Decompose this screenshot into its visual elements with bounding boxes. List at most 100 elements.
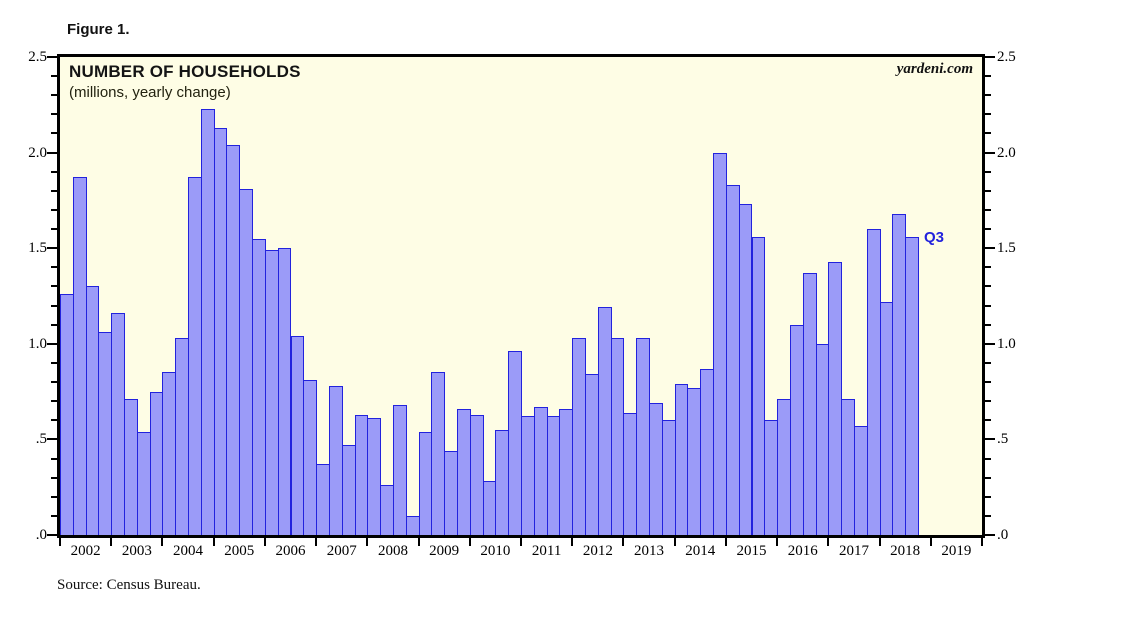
chart-title: NUMBER OF HOUSEHOLDS <box>69 62 301 81</box>
x-axis-label-2010: 2010 <box>480 543 511 559</box>
bar-2008-Q3 <box>392 404 407 535</box>
x-axis-year-tick <box>366 538 369 546</box>
bar-2003-Q3 <box>136 431 151 535</box>
x-axis-year-tick <box>673 538 676 546</box>
bar-2008-Q2 <box>380 485 394 535</box>
x-axis-label-2003: 2003 <box>121 543 152 559</box>
bar-2003-Q1 <box>111 313 126 535</box>
y-axis-minor-tick-left <box>51 457 57 460</box>
bar-2005-Q4 <box>252 238 266 535</box>
bar-2003-Q2 <box>124 399 138 535</box>
bar-2006-Q1 <box>264 250 279 535</box>
bar-2002-Q4 <box>98 332 113 535</box>
x-axis-label-2013: 2013 <box>634 543 665 559</box>
x-axis-label-2002: 2002 <box>70 543 101 559</box>
y-axis-minor-tick-left <box>51 266 57 269</box>
y-axis-label-right: .5 <box>997 431 1009 448</box>
y-axis-minor-tick-right <box>985 75 991 78</box>
x-axis-year-tick <box>110 538 113 546</box>
bar-2013-Q1 <box>623 412 638 535</box>
x-axis-label-2008: 2008 <box>377 543 408 559</box>
bar-2012-Q1 <box>572 338 587 535</box>
x-axis-year-tick <box>161 538 164 546</box>
y-axis-minor-tick-left <box>51 361 57 364</box>
x-axis-label-2016: 2016 <box>787 543 818 559</box>
y-axis-minor-tick-right <box>985 113 991 116</box>
y-axis-minor-tick-left <box>51 208 57 211</box>
y-axis-label-right: 2.0 <box>997 144 1016 161</box>
bar-2016-Q1 <box>777 399 791 535</box>
y-axis-minor-tick-left <box>51 381 57 384</box>
y-axis-minor-tick-right <box>985 94 991 97</box>
y-axis-minor-tick-right <box>985 381 991 384</box>
bar-2004-Q3 <box>188 177 202 535</box>
bar-2006-Q2 <box>277 248 292 535</box>
x-axis-year-tick <box>929 538 932 546</box>
x-axis-year-tick <box>981 538 983 546</box>
y-axis-minor-tick-left <box>51 94 57 97</box>
y-axis-minor-tick-left <box>51 189 57 192</box>
y-axis-major-tick-left <box>47 56 57 58</box>
bar-2011-Q2 <box>533 406 548 535</box>
bar-2018-Q3 <box>905 236 919 535</box>
bar-2005-Q3 <box>239 188 254 535</box>
y-axis-minor-tick-left <box>51 228 57 231</box>
y-axis-minor-tick-left <box>51 514 57 517</box>
y-axis-minor-tick-left <box>51 113 57 116</box>
bar-2016-Q3 <box>802 273 817 535</box>
y-axis-major-tick-right <box>985 56 995 58</box>
y-axis-minor-tick-right <box>985 495 991 498</box>
bar-2002-Q3 <box>85 286 100 535</box>
y-axis-minor-tick-right <box>985 361 991 364</box>
bar-2016-Q4 <box>815 343 830 535</box>
bar-2014-Q2 <box>687 387 702 535</box>
bar-2010-Q2 <box>482 481 497 535</box>
y-axis-minor-tick-right <box>985 208 991 211</box>
bar-2006-Q4 <box>303 380 318 535</box>
bar-2007-Q1 <box>316 464 330 535</box>
y-axis-major-tick-right <box>985 534 995 536</box>
y-axis-major-tick-right <box>985 247 995 250</box>
y-axis-minor-tick-left <box>51 170 57 173</box>
bar-2014-Q1 <box>674 383 689 535</box>
bar-2017-Q1 <box>828 261 843 535</box>
y-axis-label-left: .5 <box>35 431 47 448</box>
x-axis-year-tick <box>212 538 215 546</box>
y-axis-label-left: 2.5 <box>28 49 47 65</box>
y-axis-minor-tick-right <box>985 266 991 269</box>
bar-2004-Q1 <box>162 372 177 535</box>
y-axis-minor-tick-right <box>985 228 991 231</box>
bar-2016-Q2 <box>789 324 804 535</box>
y-axis-major-tick-left <box>47 438 57 441</box>
bars-layer <box>60 57 982 535</box>
x-axis-label-2004: 2004 <box>173 543 204 559</box>
bar-2002-Q1 <box>60 294 74 535</box>
y-axis-major-tick-left <box>47 534 57 536</box>
bar-2003-Q4 <box>149 391 164 535</box>
bar-2018-Q2 <box>892 213 907 535</box>
y-axis-minor-tick-right <box>985 132 991 135</box>
y-axis-minor-tick-right <box>985 419 991 422</box>
y-axis-minor-tick-left <box>51 495 57 498</box>
bar-2013-Q2 <box>636 338 651 535</box>
y-axis-label-right: 2.5 <box>997 49 1016 65</box>
bar-2007-Q3 <box>341 445 356 535</box>
watermark-yardeni: yardeni.com <box>896 61 973 77</box>
x-axis-year-tick <box>263 538 266 546</box>
y-axis-major-tick-left <box>47 247 57 250</box>
y-axis-major-tick-right <box>985 342 995 345</box>
bar-2006-Q3 <box>290 336 305 535</box>
bar-2013-Q4 <box>661 420 676 535</box>
bar-2017-Q4 <box>866 229 881 535</box>
bar-2013-Q3 <box>649 403 663 535</box>
x-axis-year-tick <box>520 538 522 546</box>
y-axis-minor-tick-right <box>985 400 991 403</box>
bar-2002-Q2 <box>72 177 87 535</box>
y-axis-label-right: 1.5 <box>997 240 1016 257</box>
bar-2015-Q1 <box>725 185 740 535</box>
y-axis-minor-tick-right <box>985 285 991 288</box>
chart-subtitle: (millions, yearly change) <box>69 84 231 101</box>
x-axis-year-tick <box>878 538 881 546</box>
y-axis-minor-tick-right <box>985 476 991 479</box>
